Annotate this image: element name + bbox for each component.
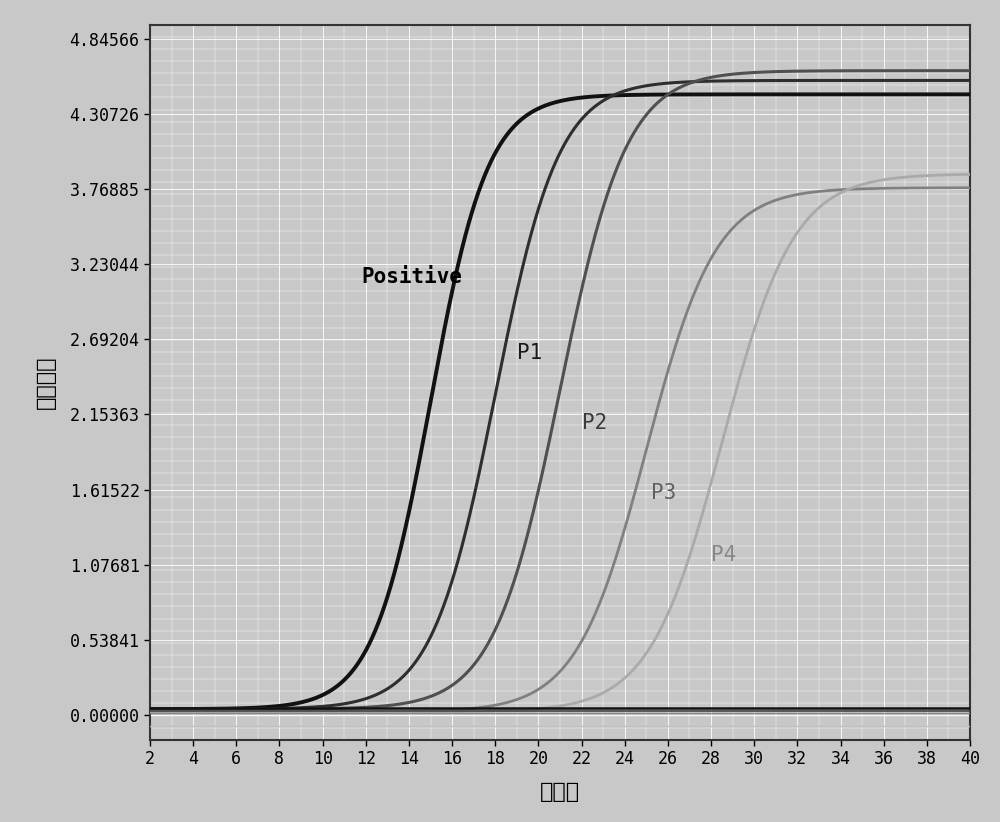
Text: P4: P4: [711, 545, 736, 566]
Text: P3: P3: [651, 483, 676, 502]
Text: Positive: Positive: [361, 266, 462, 287]
Y-axis label: 荧光强度: 荧光强度: [36, 355, 56, 409]
Text: P2: P2: [582, 413, 607, 433]
Text: P1: P1: [517, 344, 542, 363]
X-axis label: 循环数: 循环数: [540, 782, 580, 802]
